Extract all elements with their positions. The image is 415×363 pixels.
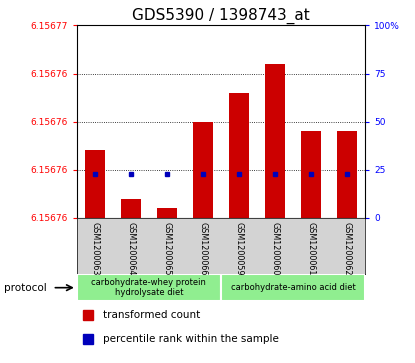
Text: GSM1200066: GSM1200066 <box>198 222 208 276</box>
Text: GSM1200060: GSM1200060 <box>271 222 280 276</box>
Bar <box>121 199 141 218</box>
Text: GSM1200065: GSM1200065 <box>162 222 171 276</box>
Text: carbohydrate-whey protein
hydrolysate diet: carbohydrate-whey protein hydrolysate di… <box>91 278 206 297</box>
Bar <box>221 274 365 301</box>
Text: transformed count: transformed count <box>103 310 200 320</box>
Text: percentile rank within the sample: percentile rank within the sample <box>103 334 278 344</box>
Bar <box>77 274 221 301</box>
Title: GDS5390 / 1398743_at: GDS5390 / 1398743_at <box>132 8 310 24</box>
Bar <box>265 64 285 218</box>
Text: GSM1200063: GSM1200063 <box>90 222 99 276</box>
Text: carbohydrate-amino acid diet: carbohydrate-amino acid diet <box>231 283 356 292</box>
Text: GSM1200062: GSM1200062 <box>343 222 352 276</box>
Bar <box>193 122 213 218</box>
Text: GSM1200061: GSM1200061 <box>307 222 316 276</box>
Text: protocol: protocol <box>4 283 47 293</box>
Bar <box>229 93 249 218</box>
Text: GSM1200064: GSM1200064 <box>126 222 135 276</box>
Bar <box>157 208 177 218</box>
Bar <box>337 131 357 218</box>
Bar <box>85 151 105 218</box>
Text: GSM1200059: GSM1200059 <box>234 222 244 276</box>
Bar <box>301 131 321 218</box>
